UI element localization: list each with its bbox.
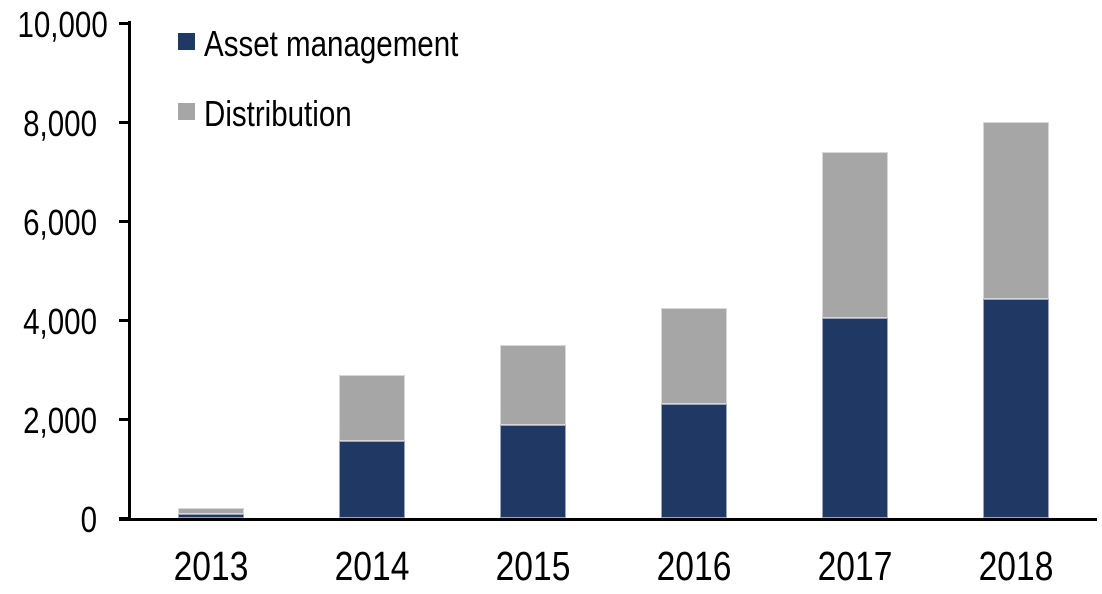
y-axis-tick-label: 6,000 bbox=[23, 202, 97, 243]
legend-label-distribution: Distribution bbox=[204, 93, 352, 134]
y-axis-tick bbox=[119, 517, 129, 520]
y-axis-tick-label: 8,000 bbox=[23, 103, 97, 144]
bar-2014 bbox=[338, 375, 405, 518]
legend-swatch-distribution-icon bbox=[178, 103, 195, 120]
y-axis-tick bbox=[119, 220, 129, 223]
bar-2016 bbox=[661, 307, 728, 518]
bar-segment-asset-management bbox=[177, 514, 244, 518]
x-axis-label: 2017 bbox=[817, 543, 893, 589]
bar-segment-distribution bbox=[499, 344, 566, 425]
legend-label-asset-management: Asset management bbox=[204, 23, 459, 64]
bar-segment-asset-management bbox=[983, 299, 1050, 518]
x-axis-label: 2016 bbox=[656, 543, 732, 589]
bar-2013 bbox=[177, 508, 244, 518]
y-axis-tick-label: 2,000 bbox=[23, 400, 97, 441]
bar-segment-distribution bbox=[983, 121, 1050, 300]
bar-segment-asset-management bbox=[661, 403, 728, 518]
bar-2015 bbox=[499, 344, 566, 518]
legend-swatch-asset-management-icon bbox=[178, 33, 195, 50]
y-axis-tick-label: 4,000 bbox=[23, 301, 97, 342]
y-axis-tick bbox=[119, 121, 129, 124]
bar-2018 bbox=[983, 121, 1050, 518]
bar-segment-distribution bbox=[822, 152, 889, 318]
x-axis-label: 2013 bbox=[173, 543, 248, 589]
bar-segment-asset-management bbox=[822, 318, 889, 518]
y-axis-line bbox=[128, 21, 131, 521]
y-axis-tick-label: 0 bbox=[80, 499, 97, 540]
x-axis-line bbox=[119, 518, 1097, 521]
y-axis-tick-label: 10,000 bbox=[17, 4, 108, 45]
x-axis-label: 2018 bbox=[979, 543, 1054, 589]
bar-segment-distribution bbox=[661, 307, 728, 404]
y-axis-tick bbox=[119, 22, 129, 25]
bar-segment-distribution bbox=[177, 508, 244, 515]
y-axis-tick bbox=[119, 319, 129, 322]
bar-2017 bbox=[822, 152, 889, 518]
x-axis-label: 2014 bbox=[334, 543, 410, 589]
bar-segment-distribution bbox=[338, 375, 405, 442]
bar-segment-asset-management bbox=[499, 424, 566, 518]
x-axis-label: 2015 bbox=[495, 543, 571, 589]
bar-segment-asset-management bbox=[338, 441, 405, 518]
y-axis-tick bbox=[119, 418, 129, 421]
